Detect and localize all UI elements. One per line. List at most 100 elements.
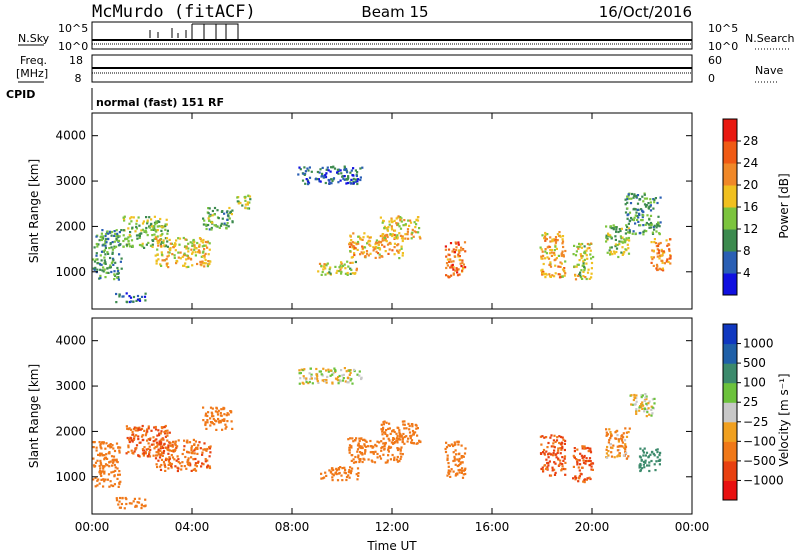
velocity-cell xyxy=(543,436,546,439)
velocity-cell xyxy=(102,467,105,470)
velocity-cell xyxy=(444,450,448,454)
power-cell xyxy=(199,260,202,263)
power-cell xyxy=(645,197,649,200)
power-cell xyxy=(582,275,585,278)
power-cell xyxy=(206,241,209,244)
velocity-cell xyxy=(161,454,164,457)
velocity-cell xyxy=(635,397,638,400)
velocity-cell xyxy=(460,471,463,474)
power-cell xyxy=(104,253,107,256)
power-cell xyxy=(147,241,150,244)
power-cell xyxy=(557,273,560,276)
velocity-cell xyxy=(324,379,327,382)
power-cell xyxy=(636,218,639,221)
velocity-cell xyxy=(605,428,608,431)
velocity-cell xyxy=(155,441,158,444)
velocity-cell xyxy=(576,460,579,463)
velocity-cell xyxy=(204,448,207,451)
power-cell xyxy=(638,212,641,215)
power-cell xyxy=(320,273,323,276)
power-cell xyxy=(404,223,407,226)
power-cell xyxy=(404,233,407,236)
power-cell xyxy=(327,169,330,172)
velocity-cell xyxy=(656,456,659,459)
power-cell xyxy=(550,251,553,254)
power-cell xyxy=(228,206,231,210)
velocity-cell xyxy=(130,428,133,431)
velocity-cell xyxy=(169,442,172,445)
power-cell xyxy=(348,245,352,248)
power-cell xyxy=(165,258,168,261)
velocity-ytick-label: 3000 xyxy=(55,379,86,393)
power-cell xyxy=(130,220,133,223)
power-cell xyxy=(328,271,331,274)
power-cell xyxy=(320,175,323,178)
velocity-cell xyxy=(348,469,351,472)
power-cell xyxy=(377,243,380,246)
velocity-cell xyxy=(194,462,197,465)
velocity-cell xyxy=(572,477,575,480)
power-cell xyxy=(146,222,149,225)
velocity-cell xyxy=(137,438,140,441)
velocity-cell xyxy=(578,459,581,462)
power-cell xyxy=(464,266,467,269)
power-cell xyxy=(320,264,323,267)
power-ytick-label: 3000 xyxy=(55,174,86,188)
velocity-cell xyxy=(586,477,589,480)
velocity-cell xyxy=(610,435,613,438)
power-cell xyxy=(374,256,377,259)
power-cell xyxy=(627,193,630,196)
power-cell xyxy=(209,260,212,263)
power-cell xyxy=(634,232,637,235)
velocity-cell xyxy=(379,457,383,460)
power-cell xyxy=(204,252,207,255)
power-cell xyxy=(352,174,355,177)
velocity-cell xyxy=(584,460,587,463)
power-cell xyxy=(656,252,659,255)
velocity-cell xyxy=(446,458,449,462)
power-cell xyxy=(148,216,151,219)
velocity-colorbar-tick-label: 25 xyxy=(743,395,758,409)
velocity-cell xyxy=(345,370,348,373)
velocity-cell xyxy=(356,450,359,453)
power-cell xyxy=(132,216,135,219)
power-cell xyxy=(548,252,552,255)
velocity-cell xyxy=(192,468,195,471)
power-cell xyxy=(359,178,362,182)
power-cell xyxy=(585,249,588,252)
velocity-cell xyxy=(410,441,413,444)
power-cell xyxy=(583,258,586,261)
power-cell xyxy=(143,246,146,249)
velocity-cell xyxy=(170,464,173,468)
power-cell xyxy=(618,243,621,246)
velocity-cell xyxy=(177,461,180,464)
velocity-cell xyxy=(99,444,102,447)
velocity-cell xyxy=(134,429,137,432)
velocity-cell xyxy=(308,380,311,384)
velocity-cell xyxy=(620,434,623,438)
velocity-cell xyxy=(133,435,136,438)
velocity-cell xyxy=(183,465,186,468)
velocity-cell xyxy=(610,433,613,436)
velocity-cell xyxy=(357,472,360,475)
power-cell xyxy=(362,251,366,254)
power-cell xyxy=(657,221,660,224)
power-cell xyxy=(400,220,403,223)
power-cell xyxy=(458,251,461,254)
velocity-cell xyxy=(95,449,98,452)
velocity-cell xyxy=(453,459,456,462)
velocity-cell xyxy=(392,437,395,440)
velocity-cell xyxy=(378,441,381,444)
power-cell xyxy=(582,263,585,267)
power-cell xyxy=(415,223,418,226)
velocity-cell xyxy=(638,466,641,469)
power-cell xyxy=(104,244,107,247)
velocity-cell xyxy=(588,457,592,460)
power-cell xyxy=(642,230,645,234)
velocity-cell xyxy=(344,472,347,475)
power-cell xyxy=(153,215,156,218)
power-cell xyxy=(614,243,617,246)
power-cell xyxy=(128,243,131,246)
power-cell xyxy=(159,238,162,241)
